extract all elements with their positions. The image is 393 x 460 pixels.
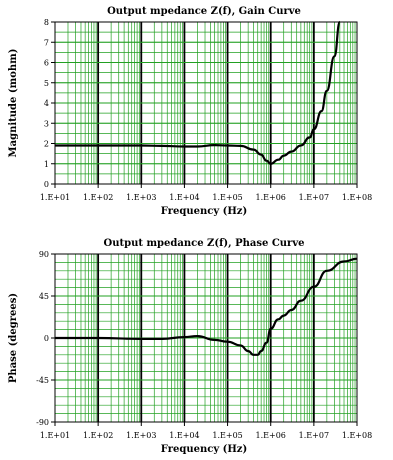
- x-tick-label: 1.E+06: [256, 193, 286, 202]
- y-tick-label: -45: [36, 376, 49, 385]
- y-axis-label: Magnitude (mohm): [8, 49, 19, 158]
- x-tick-label: 1.E+01: [40, 431, 70, 440]
- y-axis-label: Phase (degrees): [8, 293, 19, 383]
- x-tick-label: 1.E+02: [83, 193, 113, 202]
- series-line: [54, 257, 358, 356]
- gain-chart: 0 1 2 3 4 5 6 7 8 1.E+01 1.E+02 1.E+03 1.E+04 1.E+05 1…: [8, 6, 372, 217]
- y-tick-label: 1: [44, 160, 49, 169]
- x-tick-label: 1.E+04: [169, 431, 199, 440]
- y-tick-label: -90: [36, 418, 49, 427]
- x-tick-label: 1.E+05: [212, 431, 242, 440]
- x-tick-label: 1.E+08: [342, 193, 372, 202]
- y-tick-label: 7: [44, 38, 49, 47]
- phase-chart: 90 45 0 -45 -90 1.E+01 1.E+02 1.E+03 1.E+04 1.E+0…: [8, 238, 372, 455]
- x-tick-label: 1.E+04: [169, 193, 199, 202]
- x-tick-label: 1.E+06: [256, 431, 286, 440]
- y-tick-label: 5: [44, 79, 49, 88]
- x-axis-label: Frequency (Hz): [161, 206, 247, 217]
- x-tick-label: 1.E+03: [126, 431, 156, 440]
- y-tick-label: 45: [39, 292, 49, 301]
- x-tick-label: 1.E+05: [212, 193, 242, 202]
- chart-title: Output mpedance Z(f), Gain Curve: [107, 6, 301, 17]
- y-tick-label: 4: [44, 99, 49, 108]
- y-tick-label: 8: [44, 18, 49, 27]
- chart-title: Output mpedance Z(f), Phase Curve: [103, 238, 304, 249]
- x-axis-label: Frequency (Hz): [161, 444, 247, 455]
- y-tick-label: 3: [44, 119, 49, 128]
- x-tick-label: 1.E+07: [299, 431, 329, 440]
- y-tick-label: 0: [44, 334, 49, 343]
- y-tick-label: 90: [39, 250, 49, 259]
- x-tick-label: 1.E+07: [299, 193, 329, 202]
- series-line: [54, 20, 341, 165]
- x-tick-label: 1.E+02: [83, 431, 113, 440]
- y-tick-label: 6: [44, 59, 49, 68]
- x-tick-label: 1.E+03: [126, 193, 156, 202]
- y-tick-label: 0: [44, 180, 49, 189]
- x-tick-label: 1.E+08: [342, 431, 372, 440]
- y-tick-label: 2: [44, 140, 49, 149]
- x-tick-label: 1.E+01: [40, 193, 70, 202]
- grid-lines: [54, 253, 358, 423]
